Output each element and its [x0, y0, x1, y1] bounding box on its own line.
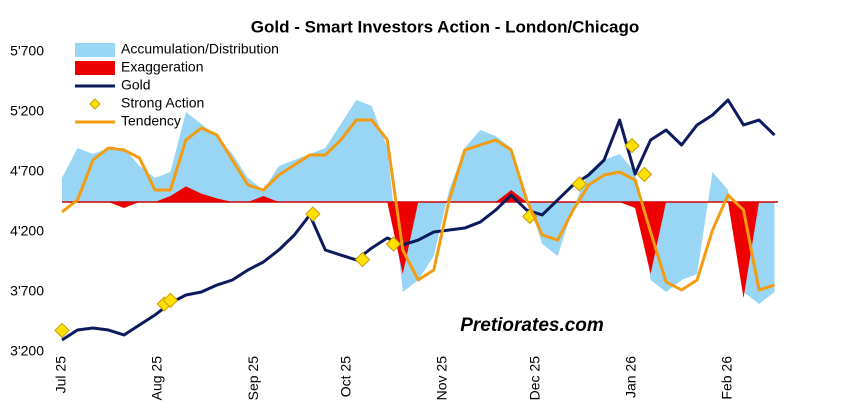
x-tick-label: Aug 25: [149, 356, 165, 401]
y-tick-label: 3'700: [10, 283, 44, 299]
y-tick-label: 3'200: [10, 343, 44, 359]
legend-swatch: [75, 61, 115, 75]
x-tick-label: Oct 25: [338, 356, 354, 397]
legend-label: Exaggeration: [121, 59, 204, 75]
y-tick-label: 4'200: [10, 223, 44, 239]
point: [305, 206, 321, 222]
legend-swatch: [89, 98, 101, 110]
x-tick-label: Sep 25: [245, 356, 261, 401]
point: [54, 322, 70, 339]
y-tick-label: 5'200: [10, 103, 44, 119]
x-tick-label: Nov 25: [434, 356, 450, 401]
x-tick-label: Feb 26: [719, 356, 735, 400]
point: [162, 292, 179, 309]
line: [61, 118, 775, 292]
chart-title: Gold - Smart Investors Action - London/C…: [251, 17, 640, 36]
watermark: Pretiorates.com: [460, 315, 604, 336]
y-tick-label: 4'700: [10, 163, 44, 179]
x-tick-label: Dec 25: [527, 356, 543, 401]
y-tick-label: 5'700: [10, 43, 44, 59]
legend-label: Strong Action: [121, 95, 204, 111]
x-tick-label: Jan 26: [623, 356, 639, 398]
point: [571, 176, 588, 192]
legend-swatch: [75, 43, 115, 57]
legend-label: Gold: [121, 77, 151, 93]
point: [624, 137, 640, 154]
point: [636, 166, 653, 183]
plot: [54, 98, 778, 342]
line: [61, 98, 776, 342]
legend-label: Tendency: [121, 113, 181, 129]
legend-label: Accumulation/Distribution: [121, 41, 279, 57]
point: [354, 251, 371, 268]
point: [385, 236, 402, 252]
x-tick-label: Jul 25: [53, 356, 69, 394]
